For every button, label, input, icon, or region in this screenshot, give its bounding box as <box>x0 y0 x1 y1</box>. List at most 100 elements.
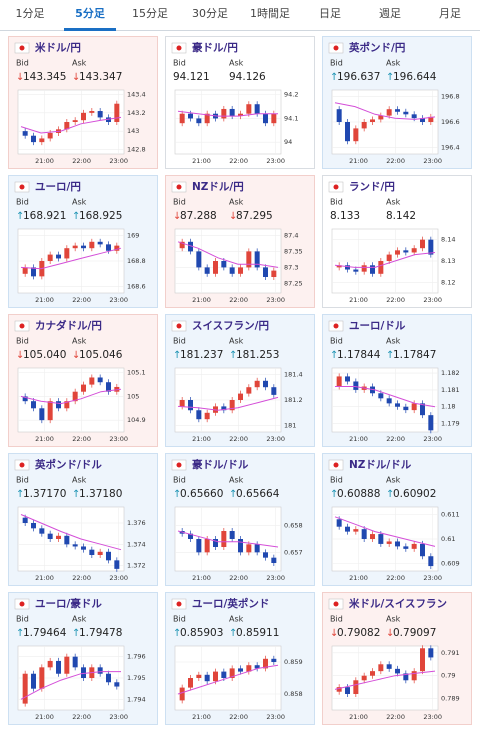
tab[interactable]: 15分足 <box>132 7 168 20</box>
candle <box>378 261 384 274</box>
bid-arrow: ↓ <box>16 72 24 83</box>
candle <box>47 401 53 421</box>
candle <box>22 517 28 523</box>
x-tick-label: 23:00 <box>109 713 128 721</box>
y-tick-label: 143.4 <box>127 91 146 99</box>
candle <box>361 675 367 681</box>
y-tick-label: 169 <box>127 231 139 239</box>
y-tick-label: 87.25 <box>284 279 303 287</box>
ask-price: 181.253 <box>236 349 279 361</box>
candle <box>254 380 260 388</box>
moving-average <box>20 116 122 134</box>
tab[interactable]: 日足 <box>319 7 341 20</box>
y-tick-label: 1.182 <box>441 369 460 377</box>
x-tick-label: 22:00 <box>229 296 248 304</box>
candle <box>263 552 268 558</box>
pair-name: ユーロ/英ポンド <box>192 597 269 610</box>
candle <box>246 544 252 553</box>
candle <box>89 549 95 555</box>
candle <box>204 539 210 553</box>
y-tick-label: 0.609 <box>441 560 460 568</box>
candle <box>395 541 400 547</box>
tab[interactable]: 1時間足 <box>250 7 290 20</box>
candle <box>370 265 375 274</box>
x-tick-label: 23:00 <box>109 296 128 304</box>
candle <box>39 408 45 421</box>
candle <box>336 265 342 268</box>
ask-price: 1.17847 <box>393 349 436 361</box>
x-tick-label: 23:00 <box>266 296 285 304</box>
y-tick-label: 1.181 <box>441 386 460 394</box>
ask-arrow: ↑ <box>229 628 237 639</box>
y-tick-label: 196.8 <box>441 92 460 100</box>
rate-card[interactable]: ランド/円 Bid Ask 8.133 8.142 8.14 8.13 8.12 21:00 22… <box>322 175 472 308</box>
candle <box>353 529 359 532</box>
candle <box>22 267 28 274</box>
y-tick-label: 0.657 <box>284 548 303 556</box>
pair-name: ユーロ/ドル <box>349 320 406 332</box>
candle <box>47 254 53 261</box>
x-tick-label: 22:00 <box>72 157 91 165</box>
tab[interactable]: 30分足 <box>192 7 228 20</box>
candle <box>263 658 268 669</box>
bid-label: Bid <box>16 198 29 207</box>
candle <box>221 108 227 119</box>
candle <box>420 118 425 122</box>
x-tick-label: 21:00 <box>35 296 54 304</box>
y-tick-label: 87.3 <box>284 263 298 271</box>
bid-arrow: ↓ <box>173 211 181 222</box>
rate-card[interactable]: 豪ドル/円 Bid Ask 94.121 94.126 94.2 94.1 94 21:00 22… <box>165 36 315 169</box>
candle <box>386 664 392 669</box>
bid-price: 0.60888 <box>337 488 380 500</box>
candle <box>97 241 103 245</box>
bid-arrow: ↑ <box>330 350 338 361</box>
moving-average <box>334 670 436 690</box>
tab[interactable]: 1分足 <box>16 7 45 20</box>
candle <box>89 111 95 113</box>
candle <box>179 400 185 407</box>
ask-label: Ask <box>229 615 244 624</box>
candle <box>204 674 210 682</box>
x-tick-label: 21:00 <box>35 713 54 721</box>
x-tick-label: 21:00 <box>349 574 368 582</box>
candle <box>238 668 243 672</box>
ask-label: Ask <box>229 198 244 207</box>
x-tick-label: 21:00 <box>35 574 54 582</box>
candle <box>31 135 36 143</box>
candle <box>238 393 243 400</box>
candle <box>221 406 227 411</box>
tab[interactable]: 月足 <box>439 7 461 20</box>
bid-label: Bid <box>330 615 343 624</box>
x-tick-label: 23:00 <box>266 157 285 165</box>
x-tick-label: 21:00 <box>349 435 368 443</box>
candle <box>179 113 185 124</box>
candle <box>196 118 202 124</box>
candle <box>221 671 227 678</box>
bid-label: Bid <box>16 476 29 485</box>
bid-price: 0.85903 <box>180 627 223 639</box>
candle <box>106 117 111 122</box>
moving-average <box>177 241 279 268</box>
candle <box>196 410 202 420</box>
tab[interactable]: 5分足 <box>75 6 106 20</box>
candle <box>361 122 367 129</box>
flag-dot <box>176 45 182 51</box>
x-tick-label: 22:00 <box>72 296 91 304</box>
candle <box>81 546 86 550</box>
tab[interactable]: 週足 <box>379 7 401 20</box>
ask-label: Ask <box>72 615 87 624</box>
